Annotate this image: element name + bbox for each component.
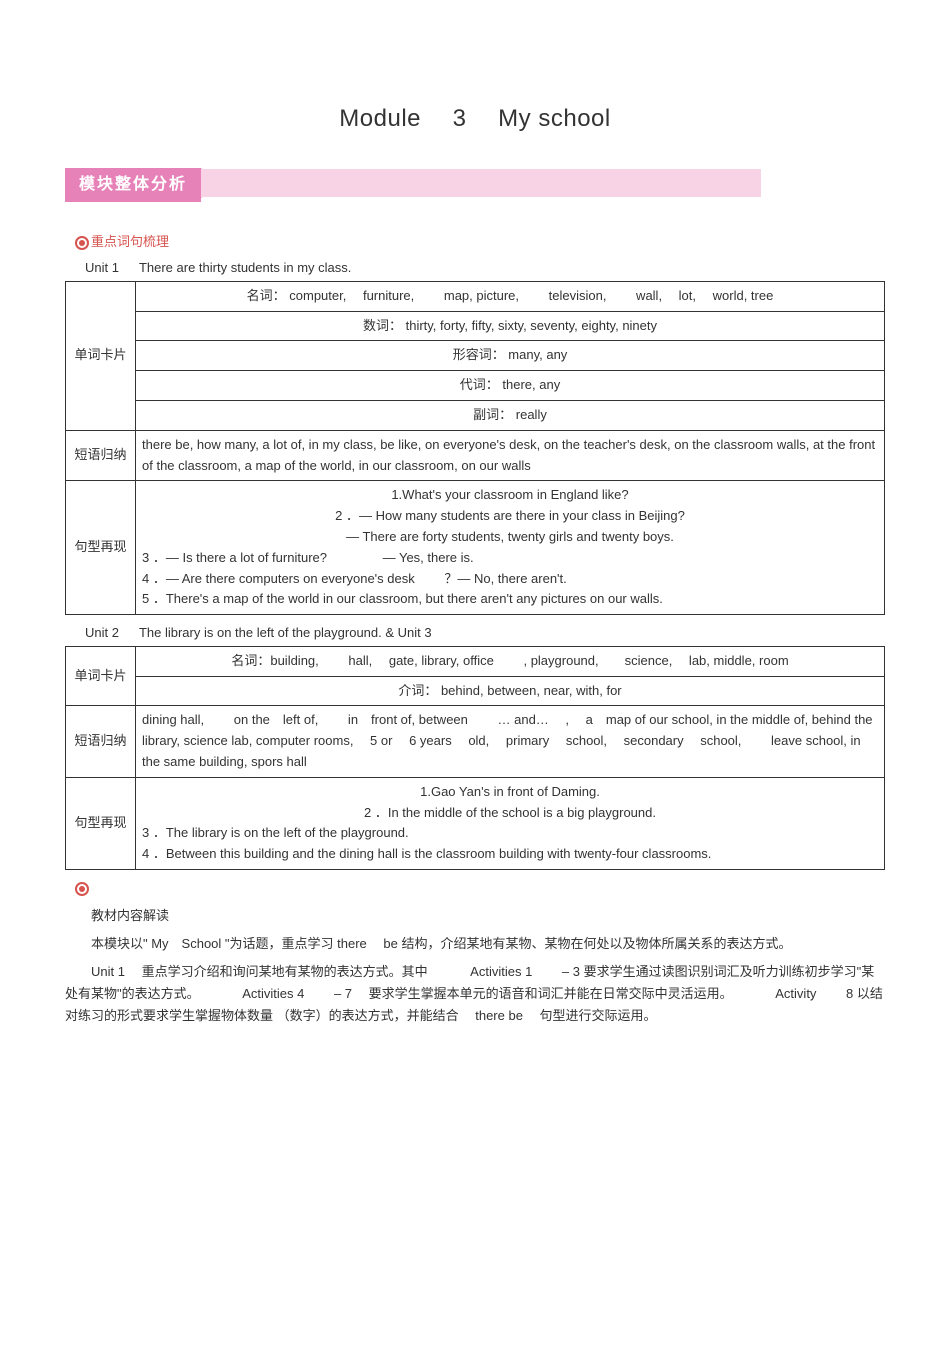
banner-row: 模块整体分析 xyxy=(65,168,885,232)
cell-sentences2: 1.Gao Yan's in front of Daming. 2 ．In th… xyxy=(136,777,885,869)
sent2-1: 1.Gao Yan's in front of Daming. xyxy=(142,782,878,803)
table-row: 副词： really xyxy=(66,400,885,430)
unit2-heading: Unit 2 The library is on the left of the… xyxy=(85,623,885,644)
sent2-2: 2 ．In the middle of the school is a big … xyxy=(142,803,878,824)
subheading-1: 重点词句梳理 xyxy=(75,232,885,253)
sent2-3: 3 ．The library is on the left of the pla… xyxy=(142,823,878,844)
cell-nouns: 名词： computer, furniture, map, picture, t… xyxy=(136,281,885,311)
sent-2: 2 ．— How many students are there in your… xyxy=(142,506,878,527)
cell-label-vocab: 单词卡片 xyxy=(66,281,136,430)
section-banner: 模块整体分析 xyxy=(65,168,201,202)
cell-nums: 数词： thirty, forty, fifty, sixty, seventy… xyxy=(136,311,885,341)
sent-3: 3 ．— Is there a lot of furniture? — Yes,… xyxy=(142,548,878,569)
cell-adv: 副词： really xyxy=(136,400,885,430)
sent-2b: — There are forty students, twenty girls… xyxy=(142,527,878,548)
banner-tail xyxy=(201,169,761,197)
subheading-2-text: 教材内容解读 xyxy=(65,905,885,927)
table-row: 形容词： many, any xyxy=(66,341,885,371)
subheading-2-row xyxy=(75,878,885,899)
table-row: 单词卡片 名词：building, hall, gate, library, o… xyxy=(66,646,885,676)
table-unit1: 单词卡片 名词： computer, furniture, map, pictu… xyxy=(65,281,885,615)
cell-label-vocab2: 单词卡片 xyxy=(66,646,136,706)
table-row: 数词： thirty, forty, fifty, sixty, seventy… xyxy=(66,311,885,341)
table-row: 句型再现 1.Gao Yan's in front of Daming. 2 ．… xyxy=(66,777,885,869)
cell-label-phrases2: 短语归纳 xyxy=(66,706,136,777)
cell-label-sentences: 句型再现 xyxy=(66,481,136,615)
cell-label-phrases: 短语归纳 xyxy=(66,430,136,481)
sent2-4: 4 ．Between this building and the dining … xyxy=(142,844,878,865)
sent-5: 5 ．There's a map of the world in our cla… xyxy=(142,589,878,610)
cell-prep2: 介词： behind, between, near, with, for xyxy=(136,676,885,706)
cell-nouns2: 名词：building, hall, gate, library, office… xyxy=(136,646,885,676)
bullet-icon xyxy=(75,882,89,896)
cell-pron: 代词： there, any xyxy=(136,371,885,401)
cell-adj: 形容词： many, any xyxy=(136,341,885,371)
paragraph-2: Unit 1 重点学习介绍和询问某地有某物的表达方式。其中 Activities… xyxy=(65,961,885,1027)
sent-4: 4 ．— Are there computers on everyone's d… xyxy=(142,569,878,590)
table-row: 介词： behind, between, near, with, for xyxy=(66,676,885,706)
page-title: Module 3 My school xyxy=(65,100,885,138)
sent-1: 1.What's your classroom in England like? xyxy=(142,485,878,506)
table-row: 短语归纳 dining hall, on the left of, in fro… xyxy=(66,706,885,777)
bullet-icon xyxy=(75,236,89,250)
cell-sentences: 1.What's your classroom in England like?… xyxy=(136,481,885,615)
cell-label-sentences2: 句型再现 xyxy=(66,777,136,869)
table-unit2: 单词卡片 名词：building, hall, gate, library, o… xyxy=(65,646,885,870)
table-row: 短语归纳 there be, how many, a lot of, in my… xyxy=(66,430,885,481)
table-row: 代词： there, any xyxy=(66,371,885,401)
subheading-1-text: 重点词句梳理 xyxy=(91,234,169,249)
paragraph-1: 本模块以" My School "为话题，重点学习 there be 结构，介绍… xyxy=(65,933,885,955)
cell-phrases2: dining hall, on the left of, in front of… xyxy=(136,706,885,777)
table-row: 句型再现 1.What's your classroom in England … xyxy=(66,481,885,615)
unit1-heading: Unit 1 There are thirty students in my c… xyxy=(85,258,885,279)
cell-phrases: there be, how many, a lot of, in my clas… xyxy=(136,430,885,481)
table-row: 单词卡片 名词： computer, furniture, map, pictu… xyxy=(66,281,885,311)
